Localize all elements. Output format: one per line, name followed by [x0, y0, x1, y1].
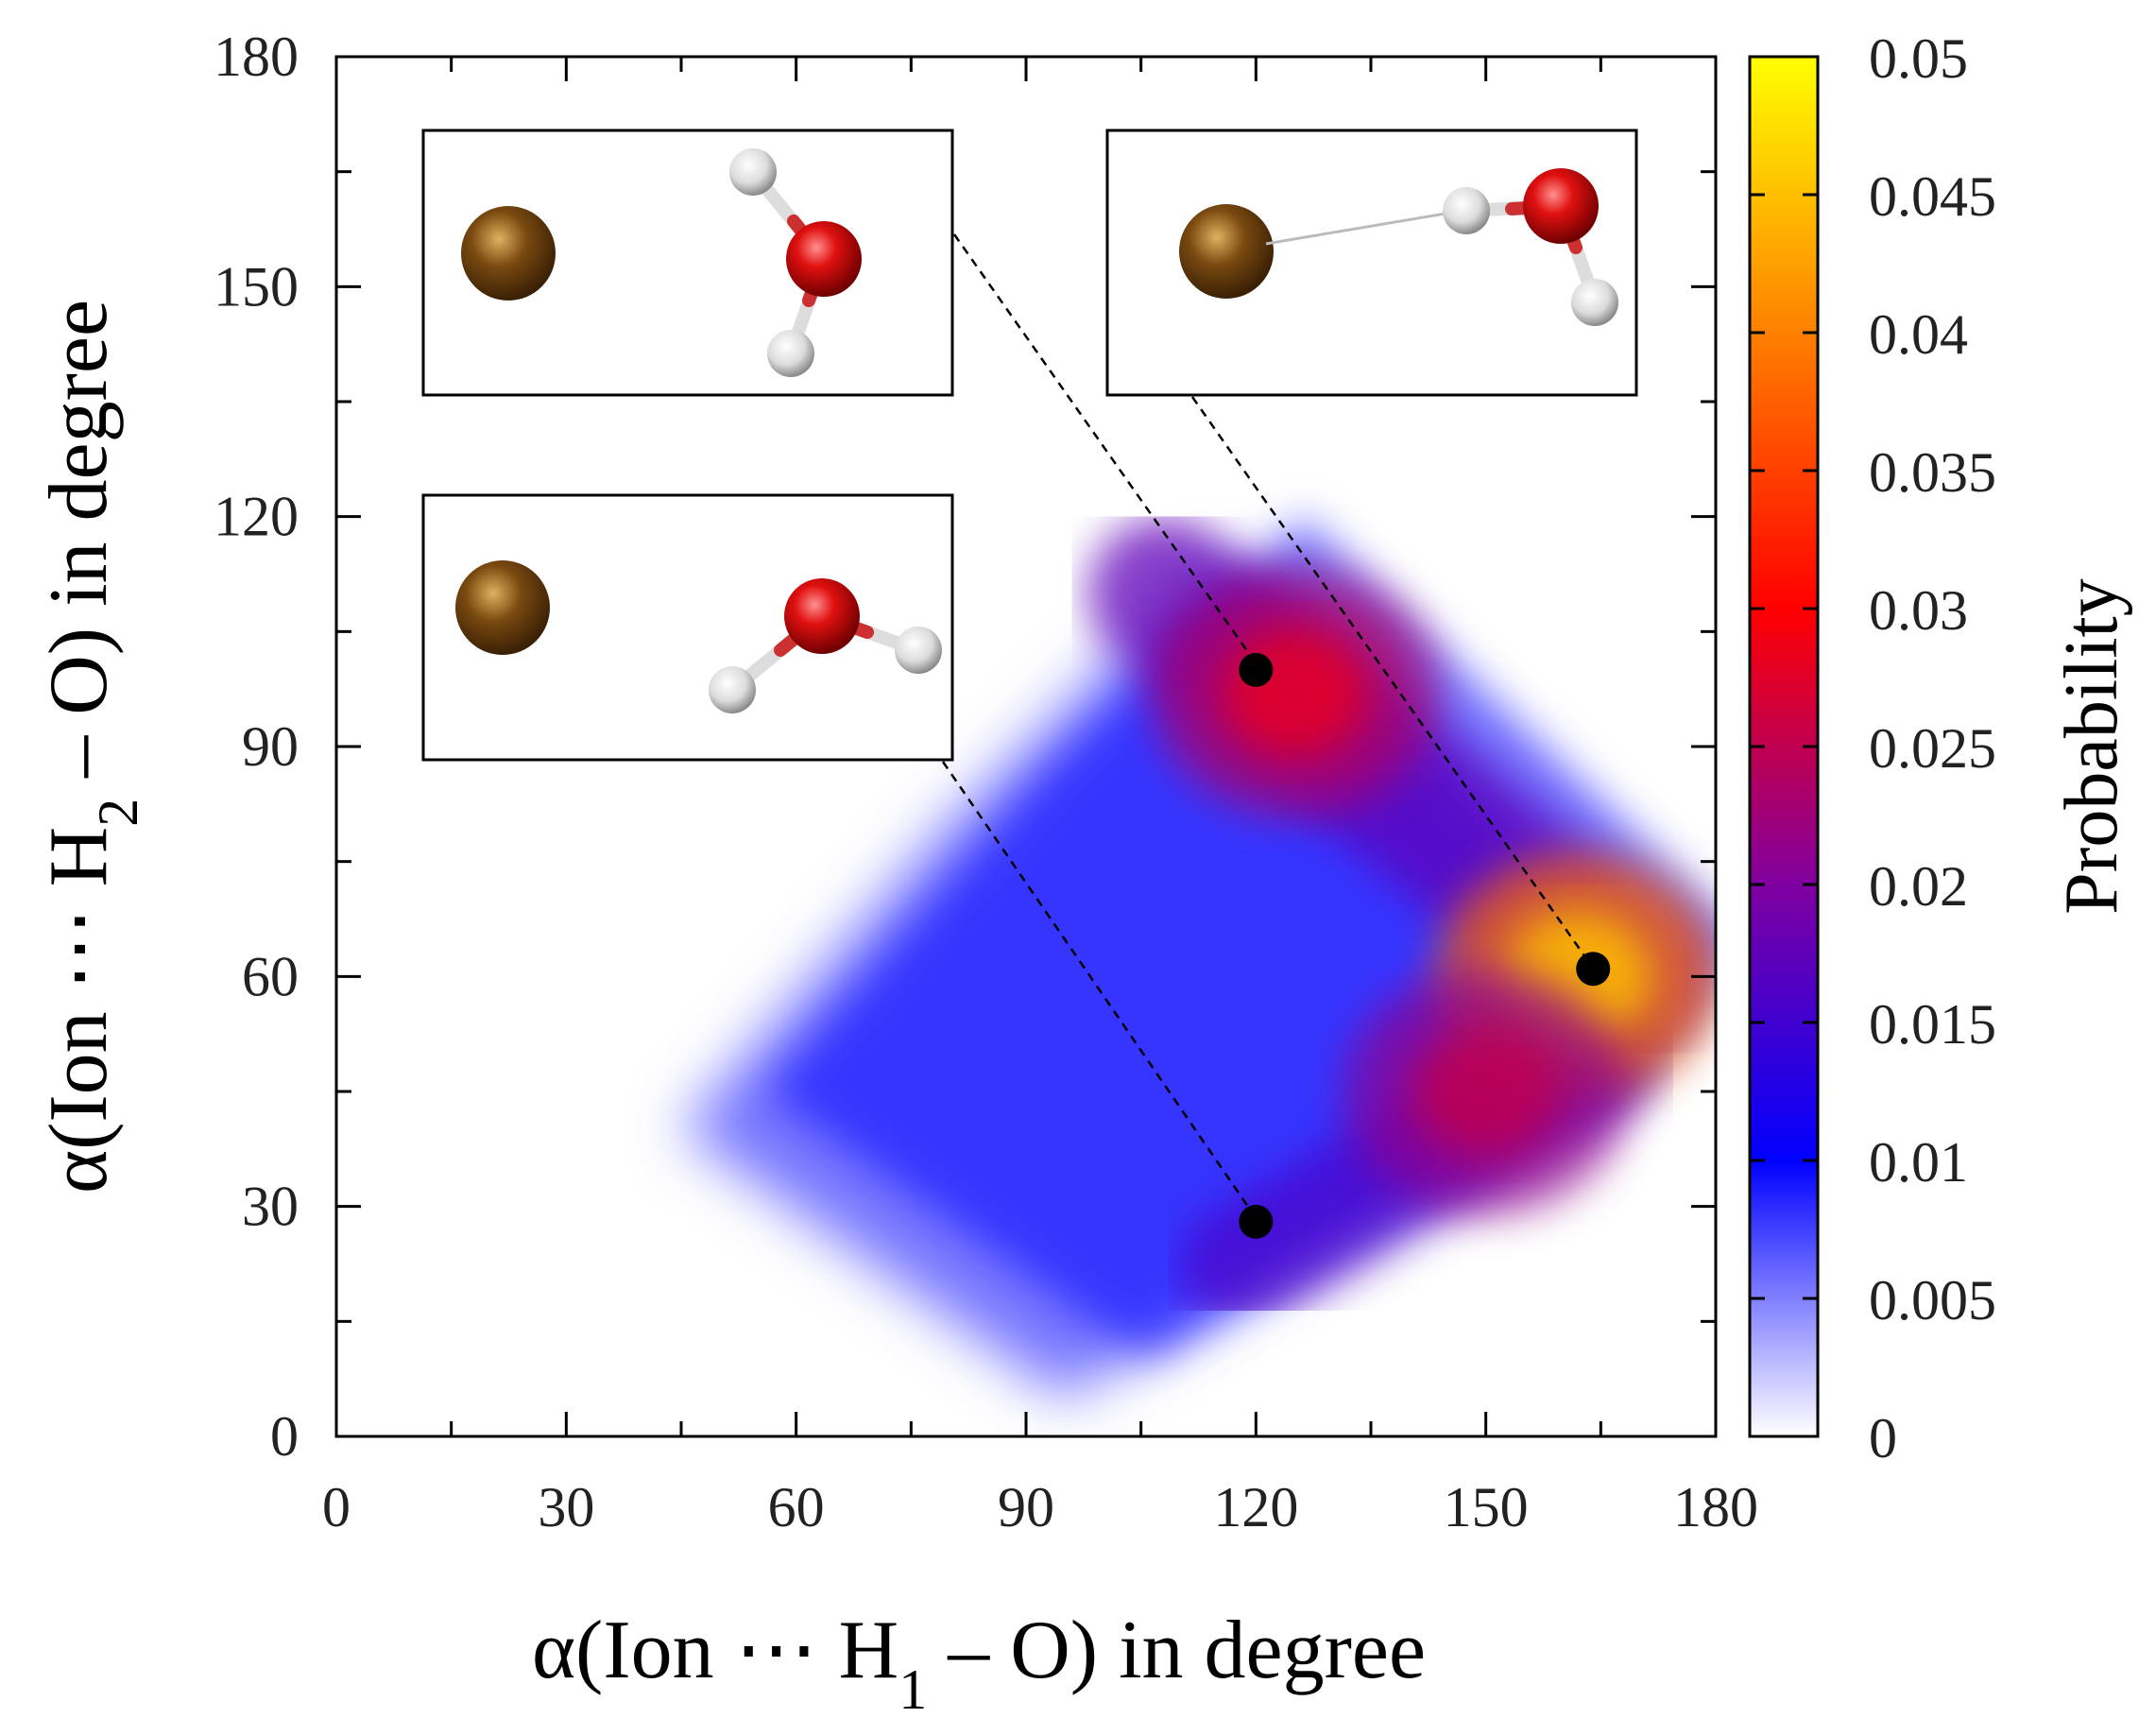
- x-tick-label: 90: [998, 1476, 1054, 1538]
- x-axis-ticks: [334, 57, 1718, 1436]
- colorbar-tick-label: 0.045: [1869, 165, 1996, 228]
- hydrogen-atom: [709, 666, 756, 713]
- colorbar-tick-label: 0.01: [1869, 1131, 1968, 1194]
- ion-atom: [461, 206, 556, 301]
- y-axis-tick-labels: 0 30 60 90 120 150 180: [214, 26, 299, 1468]
- inset-top-right: [1105, 129, 1638, 397]
- colorbar-tick-label: 0.035: [1869, 441, 1996, 504]
- y-tick-label: 150: [214, 255, 299, 318]
- oxygen-atom: [1523, 168, 1599, 244]
- heatmap-density: [681, 517, 1716, 1399]
- x-axis-title: α(Ion ⋯ H1 – O) in degree: [532, 1605, 1426, 1718]
- y-tick-label: 30: [242, 1176, 299, 1238]
- x-tick-label: 180: [1673, 1476, 1758, 1538]
- colorbar-title: Probability: [2050, 578, 2133, 915]
- leader-line-top-right: [1190, 396, 1592, 965]
- colorbar-tick-label: 0.025: [1869, 717, 1996, 780]
- colorbar-tick-label: 0: [1869, 1407, 1897, 1469]
- hydrogen-bond-line: [1265, 209, 1463, 246]
- colorbar-ticks: [1750, 55, 1818, 1438]
- colorbar-tick-label: 0.02: [1869, 855, 1968, 918]
- colorbar-tick-label: 0.005: [1869, 1269, 1996, 1331]
- x-tick-label: 30: [538, 1476, 594, 1538]
- y-tick-label: 60: [242, 945, 299, 1007]
- colorbar-tick-label: 0.04: [1869, 303, 1968, 366]
- y-tick-label: 180: [214, 26, 299, 88]
- inset-middle-left: [421, 493, 954, 762]
- density-peak: [1152, 570, 1436, 816]
- inset-top-left: [421, 129, 954, 397]
- colorbar-tick-label: 0.05: [1869, 27, 1968, 90]
- hydrogen-atom: [1571, 279, 1618, 326]
- ion-atom: [1179, 204, 1274, 299]
- density-peak: [1343, 969, 1628, 1214]
- leader-line-top-left: [952, 233, 1258, 665]
- highlight-point: [1239, 1204, 1274, 1239]
- highlighted-points: [1239, 652, 1611, 1239]
- oxygen-atom: [784, 578, 860, 654]
- highlight-point: [1239, 652, 1274, 687]
- hydrogen-atom: [1443, 187, 1490, 234]
- hydrogen-atom: [767, 330, 814, 377]
- y-axis-ticks: [336, 55, 1716, 1438]
- x-tick-label: 60: [768, 1476, 825, 1538]
- colorbar-tick-label: 0.015: [1869, 993, 1996, 1056]
- x-axis-tick-labels: 0 30 60 90 120 150 180: [322, 1476, 1758, 1538]
- y-tick-label: 120: [214, 486, 299, 548]
- leader-lines: [941, 233, 1592, 1220]
- hydrogen-atom: [895, 627, 942, 674]
- y-tick-label: 0: [270, 1405, 299, 1468]
- x-tick-label: 150: [1444, 1476, 1529, 1538]
- highlight-point: [1576, 952, 1611, 987]
- colorbar-tick-labels: 0 0.005 0.01 0.015 0.02 0.025 0.03 0.035 0.04 0.0…: [1869, 27, 1996, 1469]
- y-axis-title: α(Ion ⋯ H2 – O) in degree: [33, 300, 149, 1194]
- ion-atom: [455, 560, 550, 655]
- oxygen-atom: [786, 221, 862, 297]
- x-tick-label: 120: [1213, 1476, 1298, 1538]
- inset-group: [421, 129, 1638, 762]
- leader-line-middle-left: [941, 761, 1258, 1220]
- x-tick-label: 0: [322, 1476, 351, 1538]
- y-tick-label: 90: [242, 715, 299, 778]
- colorbar-tick-label: 0.03: [1869, 579, 1968, 642]
- hydrogen-atom: [729, 148, 777, 196]
